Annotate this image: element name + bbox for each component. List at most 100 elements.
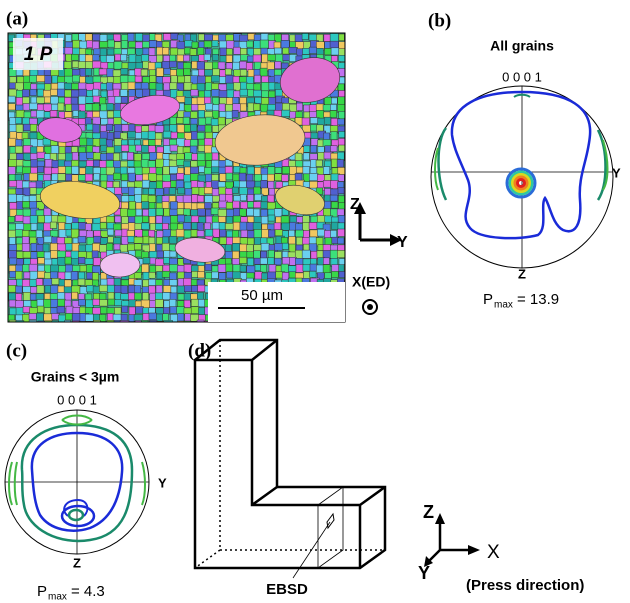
grain	[330, 104, 336, 110]
grain	[170, 251, 176, 257]
grain	[345, 160, 353, 168]
grain	[93, 299, 100, 305]
grain	[225, 69, 231, 75]
grain	[50, 110, 57, 117]
grain	[198, 125, 206, 131]
grain	[149, 279, 156, 285]
grain	[50, 89, 57, 95]
grain	[169, 280, 177, 286]
grain	[45, 286, 51, 293]
grain	[296, 230, 304, 237]
grain	[156, 308, 164, 314]
grain	[268, 167, 275, 176]
grain	[260, 40, 269, 49]
grain	[30, 216, 37, 225]
grain	[296, 161, 303, 167]
grain	[16, 271, 22, 280]
grain	[303, 48, 310, 54]
grain	[149, 272, 155, 278]
grain	[143, 293, 149, 301]
grain	[93, 167, 101, 174]
grain	[149, 188, 155, 194]
grain	[107, 229, 113, 235]
grain	[129, 124, 135, 132]
grain	[157, 251, 163, 258]
grain	[135, 230, 143, 237]
grain	[10, 202, 17, 209]
grain	[254, 75, 261, 82]
grain	[142, 89, 149, 97]
grain	[323, 167, 329, 175]
grain	[23, 252, 32, 258]
grain	[8, 96, 15, 103]
grain	[247, 194, 253, 201]
grain	[141, 69, 148, 76]
grain	[345, 62, 351, 68]
grain	[253, 104, 260, 111]
grain	[134, 272, 141, 278]
grain	[240, 265, 246, 272]
grain	[302, 250, 310, 258]
pmax-symbol: P	[483, 291, 493, 308]
grain	[148, 146, 155, 153]
grain	[233, 47, 240, 54]
grain	[163, 229, 171, 236]
grain	[85, 174, 92, 181]
panel-label: (a)	[6, 8, 28, 29]
grain	[177, 55, 184, 61]
grain	[92, 104, 99, 111]
grain	[199, 187, 205, 195]
grain	[114, 62, 122, 69]
grain	[274, 48, 282, 54]
grain	[302, 118, 310, 126]
grain	[16, 117, 22, 123]
grain	[101, 145, 107, 151]
grain	[57, 89, 65, 96]
grain	[296, 264, 303, 272]
grain	[59, 222, 65, 230]
grain	[37, 306, 44, 313]
grain	[177, 133, 184, 139]
grain	[163, 265, 170, 272]
grain	[65, 257, 71, 264]
grain	[38, 258, 45, 264]
grain	[260, 68, 267, 76]
grain	[78, 257, 85, 263]
grain	[16, 265, 23, 272]
grain	[331, 189, 339, 196]
grain	[22, 322, 30, 328]
grain	[162, 202, 169, 209]
pole-label: 0 0 0 1	[57, 392, 97, 407]
grain	[346, 293, 354, 301]
grain	[29, 118, 37, 125]
grain	[29, 320, 37, 326]
grain	[316, 160, 322, 166]
grain	[310, 271, 317, 277]
grain	[120, 89, 127, 96]
grain	[37, 89, 43, 96]
grain	[211, 75, 219, 81]
grain	[324, 117, 331, 124]
pmax-subscript: max	[48, 592, 67, 603]
grain	[23, 292, 30, 300]
grain	[226, 55, 232, 62]
grain	[121, 145, 129, 151]
grain	[106, 124, 112, 131]
grain	[51, 146, 59, 154]
grain	[247, 174, 253, 181]
grain	[281, 34, 288, 40]
grain	[345, 322, 353, 330]
grain	[141, 320, 148, 327]
grain	[23, 160, 31, 166]
grain	[197, 230, 204, 236]
grain	[22, 90, 29, 97]
grain	[310, 125, 317, 131]
grain	[170, 166, 179, 173]
grain	[269, 97, 276, 104]
grain	[170, 202, 177, 210]
grain	[212, 174, 219, 181]
grain	[184, 182, 191, 189]
grain	[345, 252, 353, 259]
grain	[170, 117, 176, 124]
grain	[239, 173, 246, 182]
